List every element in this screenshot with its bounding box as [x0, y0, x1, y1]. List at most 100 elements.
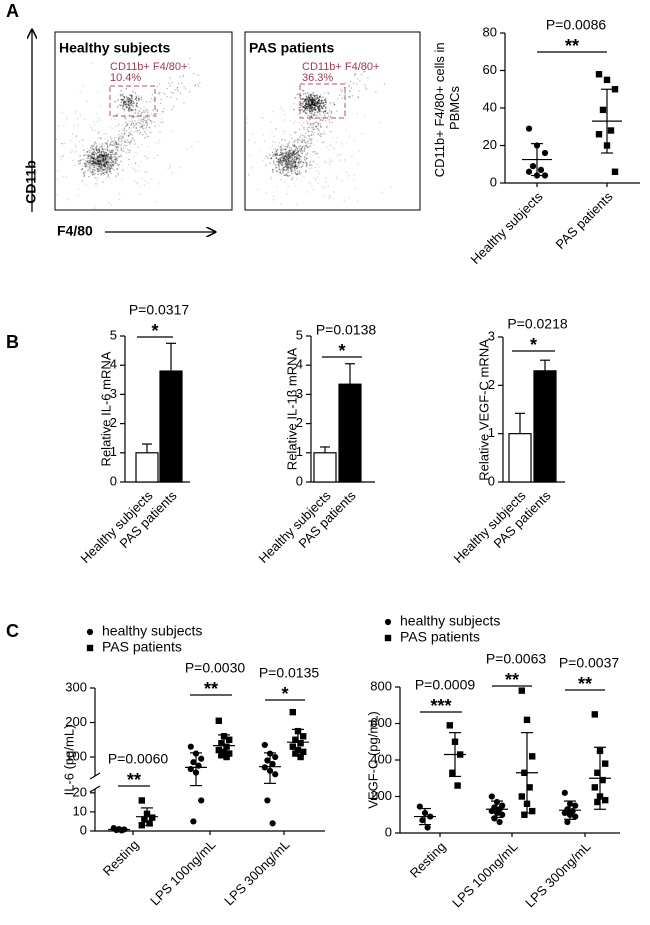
density-dot [275, 153, 277, 156]
density-dot [297, 138, 299, 140]
p-value: P=0.0317 [129, 302, 190, 318]
density-dot [97, 160, 99, 162]
density-dot [119, 105, 122, 107]
density-dot [273, 163, 276, 165]
density-dot [174, 89, 176, 91]
density-dot [317, 124, 319, 126]
point [272, 753, 279, 761]
density-dot [183, 86, 185, 88]
density-dot [297, 113, 299, 115]
density-dot [135, 123, 137, 125]
density-dot [299, 139, 301, 142]
density-dot [52, 131, 53, 132]
density-dot [100, 167, 102, 169]
density-dot [82, 139, 85, 141]
density-dot [103, 159, 106, 161]
density-dot [106, 172, 109, 174]
density-dot [322, 119, 324, 122]
density-dot [308, 106, 310, 108]
density-dot [126, 100, 128, 102]
density-dot [121, 132, 123, 134]
density-dot [312, 110, 314, 112]
density-dot [248, 154, 251, 156]
density-dot [303, 140, 305, 142]
density-dot [162, 121, 164, 123]
density-dot [127, 134, 129, 136]
density-dot [287, 167, 289, 169]
density-dot [276, 161, 278, 163]
density-dot [348, 197, 350, 199]
density-dot [127, 139, 129, 141]
density-dot [291, 170, 293, 172]
density-dot [199, 82, 201, 84]
density-dot [102, 172, 104, 174]
density-dot [143, 117, 145, 119]
density-dot [147, 110, 149, 112]
density-dot [297, 150, 299, 153]
x-tick-label: PAS patients [552, 189, 615, 252]
density-dot [294, 160, 296, 162]
density-dot [313, 101, 315, 103]
density-dot [99, 160, 101, 162]
density-dot [315, 97, 317, 99]
density-dot [81, 165, 83, 167]
density-dot [94, 207, 97, 209]
density-dot [318, 101, 320, 103]
density-dot [94, 162, 96, 164]
density-dot [122, 169, 124, 171]
density-dot [310, 110, 312, 113]
density-dot [83, 172, 85, 174]
density-dot [345, 171, 348, 173]
density-dot [82, 145, 84, 147]
density-dot [300, 109, 302, 111]
density-dot [82, 84, 84, 87]
y-tick-label: 1 [110, 444, 117, 459]
density-dot [132, 167, 134, 169]
density-dot [121, 129, 123, 131]
density-dot [141, 123, 143, 126]
density-dot [311, 102, 313, 104]
density-dot [287, 155, 290, 157]
point [424, 824, 431, 831]
density-dot [116, 168, 118, 170]
density-dot [282, 130, 285, 132]
density-dot [116, 147, 119, 150]
density-dot [105, 171, 108, 174]
density-dot [300, 171, 302, 174]
density-dot [138, 98, 140, 100]
density-dot [83, 149, 85, 151]
density-dot [130, 99, 132, 101]
density-dot [91, 165, 94, 167]
density-dot [305, 161, 307, 163]
point [591, 784, 598, 791]
density-dot [112, 165, 114, 167]
density-dot [123, 147, 125, 149]
density-dot [276, 149, 278, 151]
density-dot [294, 120, 296, 122]
density-dot [270, 176, 272, 179]
density-dot [288, 160, 290, 162]
density-dot [102, 157, 105, 159]
density-dot [297, 93, 299, 95]
density-dot [156, 108, 158, 110]
density-dot [272, 170, 274, 172]
density-dot [98, 162, 100, 164]
density-dot [99, 154, 101, 156]
density-dot [318, 96, 320, 99]
density-dot [275, 152, 277, 154]
density-dot [312, 104, 314, 106]
density-dot [101, 159, 103, 161]
density-dot [91, 157, 93, 160]
density-dot [128, 127, 131, 129]
density-dot [134, 115, 136, 117]
density-dot [129, 100, 132, 102]
density-dot [112, 152, 114, 154]
density-dot [281, 147, 284, 150]
density-dot [304, 105, 306, 107]
density-dot [96, 163, 98, 165]
density-dot [282, 155, 284, 157]
density-dot [312, 99, 314, 102]
bar [338, 383, 362, 483]
density-dot [293, 158, 295, 160]
density-dot [324, 99, 327, 101]
